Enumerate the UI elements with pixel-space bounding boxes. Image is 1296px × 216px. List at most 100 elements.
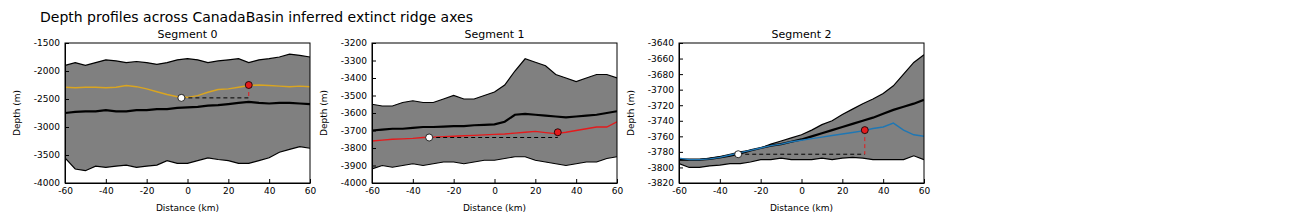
x-tick-label: 0 xyxy=(492,186,498,196)
y-axis: -4000-3900-3800-3700-3600-3500-3400-3300… xyxy=(341,38,376,188)
x-tick: 60 xyxy=(612,179,624,196)
x-axis: -60 -40 -20 0 20 40 60 xyxy=(672,179,930,196)
y-tick-mark xyxy=(372,61,376,62)
y-tick-mark xyxy=(679,152,683,153)
y-tick: -3800 xyxy=(341,143,376,153)
y-tick-label: -4000 xyxy=(341,178,367,188)
point-marker xyxy=(426,134,433,141)
x-tick-mark xyxy=(720,179,721,183)
y-tick-label: -3640 xyxy=(648,38,674,48)
y-tick-mark xyxy=(372,148,376,149)
y-tick: -3500 xyxy=(34,150,69,160)
subplot-title: Segment 0 xyxy=(158,28,218,41)
y-tick-label: -3200 xyxy=(341,38,367,48)
point-marker xyxy=(245,82,252,89)
x-tick-label: 20 xyxy=(223,186,235,196)
x-tick: 0 xyxy=(492,179,498,196)
x-tick: 20 xyxy=(837,179,849,196)
y-tick-label: -3760 xyxy=(648,132,674,142)
x-tick: 60 xyxy=(919,179,931,196)
y-tick-label: -3900 xyxy=(341,161,367,171)
y-tick-label: -2000 xyxy=(34,66,60,76)
point-marker xyxy=(735,151,742,158)
x-tick-mark xyxy=(842,179,843,183)
y-tick-mark xyxy=(65,127,69,128)
y-tick-label: -3800 xyxy=(648,163,674,173)
plot-area xyxy=(372,59,617,169)
x-tick: 40 xyxy=(878,179,890,196)
subplot: -60 -40 -20 0 20 40 60 -4000 -3500 -3000 -2500 -200… xyxy=(12,28,316,213)
x-tick-mark xyxy=(413,179,414,183)
profile-line xyxy=(679,100,924,160)
x-tick-mark xyxy=(454,179,455,183)
y-tick-mark xyxy=(65,71,69,72)
profile-line xyxy=(679,123,924,160)
plot-area xyxy=(65,54,310,170)
point-marker xyxy=(178,94,185,101)
x-tick: 20 xyxy=(223,179,235,196)
y-axis: -4000-3500-3000-2500-2000-1500 xyxy=(34,38,69,188)
x-tick-mark xyxy=(883,179,884,183)
y-tick: -2000 xyxy=(34,66,69,76)
x-tick-mark xyxy=(802,179,803,183)
y-tick-label: -3700 xyxy=(648,85,674,95)
x-tick-label: 60 xyxy=(305,186,317,196)
x-tick-label: -60 xyxy=(365,186,380,196)
y-tick-label: -3720 xyxy=(648,101,674,111)
x-tick-label: -60 xyxy=(58,186,73,196)
x-tick-mark xyxy=(228,179,229,183)
y-tick: -3720 xyxy=(648,101,683,111)
subplot-title: Segment 1 xyxy=(465,28,525,41)
x-tick-label: -40 xyxy=(713,186,728,196)
y-tick-mark xyxy=(679,90,683,91)
y-tick-label: -3500 xyxy=(341,91,367,101)
figure: Depth profiles across CanadaBasin inferr… xyxy=(0,0,1296,216)
y-tick-label: -3000 xyxy=(34,122,60,132)
point-marker xyxy=(861,127,868,134)
y-tick-mark xyxy=(65,155,69,156)
x-tick: 40 xyxy=(264,179,276,196)
y-tick: -3740 xyxy=(648,116,683,126)
y-tick-label: -3680 xyxy=(648,69,674,79)
y-tick-label: -3780 xyxy=(648,147,674,157)
subplot: -60-40-200204060-4000-3900-3800-3700-360… xyxy=(319,28,623,213)
y-tick: -3780 xyxy=(648,147,683,157)
x-tick-label: 20 xyxy=(530,186,542,196)
envelope-upper xyxy=(372,59,617,106)
y-tick-label: -3660 xyxy=(648,54,674,64)
x-tick-label: -20 xyxy=(754,186,769,196)
y-tick: -3660 xyxy=(648,54,683,64)
y-tick-mark xyxy=(679,136,683,137)
y-tick-label: -3820 xyxy=(648,178,674,188)
plot-frame xyxy=(65,43,310,183)
y-tick-label: -4000 xyxy=(34,178,60,188)
y-axis-title: Depth (m) xyxy=(319,90,329,136)
y-tick-mark xyxy=(679,74,683,75)
x-tick: -20 xyxy=(754,179,769,196)
x-tick: -20 xyxy=(447,179,462,196)
x-tick-label: -20 xyxy=(140,186,155,196)
y-tick-mark xyxy=(372,166,376,167)
y-tick-label: -3600 xyxy=(341,108,367,118)
x-tick: -40 xyxy=(99,179,114,196)
x-tick: -20 xyxy=(140,179,155,196)
x-tick-mark xyxy=(188,179,189,183)
y-axis-title: Depth (m) xyxy=(12,90,22,136)
x-tick: 0 xyxy=(799,179,805,196)
y-tick: -3600 xyxy=(341,108,376,118)
x-tick: 0 xyxy=(185,179,191,196)
y-tick: -4000 xyxy=(34,178,69,188)
envelope-band xyxy=(679,55,924,168)
x-axis: -60 -40 -20 0 20 40 60 xyxy=(58,179,316,196)
x-tick: -40 xyxy=(406,179,421,196)
y-tick-label: -2500 xyxy=(34,94,60,104)
x-tick-label: 0 xyxy=(799,186,805,196)
y-tick: -3820 xyxy=(648,178,683,188)
x-tick-label: -60 xyxy=(672,186,687,196)
x-tick-mark xyxy=(576,179,577,183)
x-axis: -60-40-200204060 xyxy=(365,179,623,196)
x-tick-label: 40 xyxy=(878,186,890,196)
y-tick: -3200 xyxy=(341,38,376,48)
y-tick: -3640 xyxy=(648,38,683,48)
x-tick-label: -40 xyxy=(406,186,421,196)
